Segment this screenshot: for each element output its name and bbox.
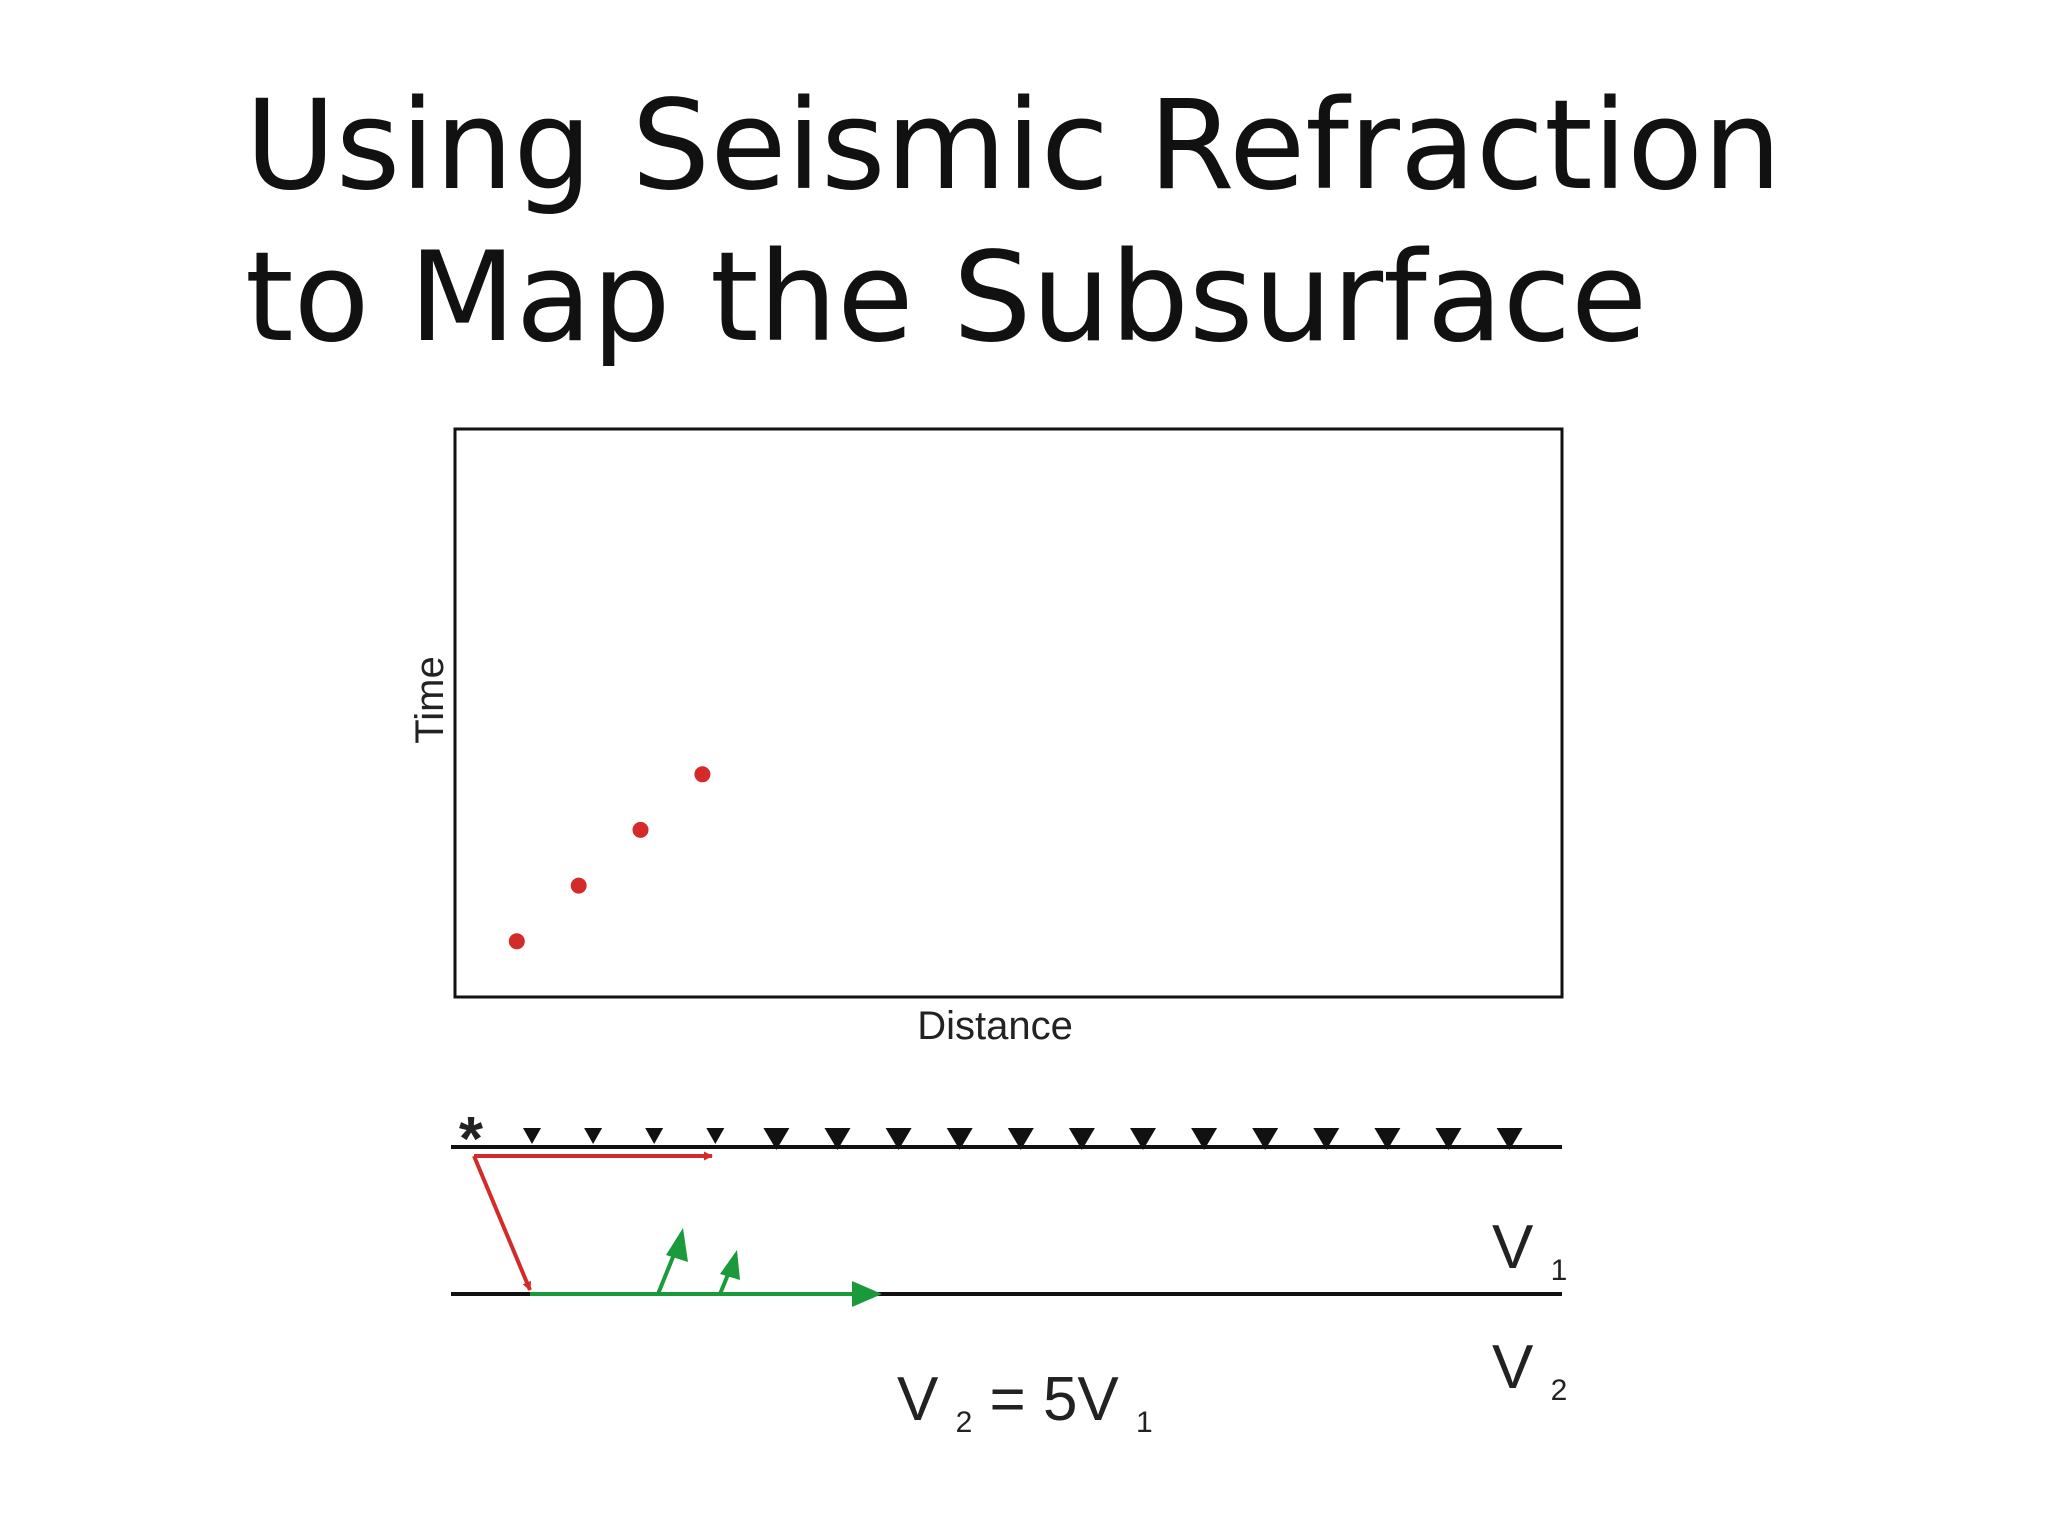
data-point xyxy=(570,877,587,894)
title-line-2: to Map the Subsurface xyxy=(245,226,1648,370)
geophone-icon xyxy=(645,1128,664,1144)
layer-diagram: * V 1 V 2 V 2 = 5V 1 xyxy=(451,1105,1567,1446)
geophone-icon xyxy=(1496,1128,1523,1150)
chart-points xyxy=(508,766,711,950)
geophone-icon xyxy=(885,1128,912,1150)
geophone-icon xyxy=(1130,1128,1156,1150)
down-going-ray-arrow xyxy=(472,1155,532,1291)
source-symbol: * xyxy=(459,1105,484,1174)
geophone-icon xyxy=(1068,1128,1095,1150)
head-wave-arrowhead-1 xyxy=(666,1228,688,1262)
geophone-icon xyxy=(706,1128,725,1144)
layer-1-label: V 1 xyxy=(1492,1213,1567,1287)
geophone-icon xyxy=(824,1128,851,1150)
velocity-equation: V 2 = 5V 1 xyxy=(897,1365,1153,1446)
geophone-icon xyxy=(1007,1128,1034,1150)
slide-title: Using Seismic Refraction to Map the Subs… xyxy=(245,70,1782,374)
geophone-icon xyxy=(1374,1128,1401,1150)
data-point xyxy=(694,766,711,783)
head-wave-arrow-1 xyxy=(656,1251,677,1295)
geophone-icon xyxy=(946,1128,973,1150)
title-line-1: Using Seismic Refraction xyxy=(245,74,1782,218)
geophone-icon xyxy=(1313,1128,1340,1150)
geophone-icon xyxy=(1435,1128,1462,1150)
geophone-icon xyxy=(763,1128,790,1150)
time-distance-chart: Distance Time xyxy=(408,427,1564,1048)
layer-2-label: V 2 xyxy=(1492,1333,1567,1407)
geophone-icon xyxy=(1191,1128,1218,1150)
chart-frame xyxy=(453,427,1564,999)
data-point xyxy=(508,933,525,950)
x-axis-label: Distance xyxy=(917,1004,1073,1048)
y-axis-label: Time xyxy=(408,656,452,743)
refracted-ray-arrowhead xyxy=(852,1281,882,1307)
head-wave-arrowhead-2 xyxy=(720,1250,740,1280)
geophone-row xyxy=(523,1128,1523,1150)
geophone-icon xyxy=(1252,1128,1279,1150)
geophone-icon xyxy=(523,1128,541,1144)
geophone-icon xyxy=(584,1128,603,1144)
data-point xyxy=(632,821,649,838)
